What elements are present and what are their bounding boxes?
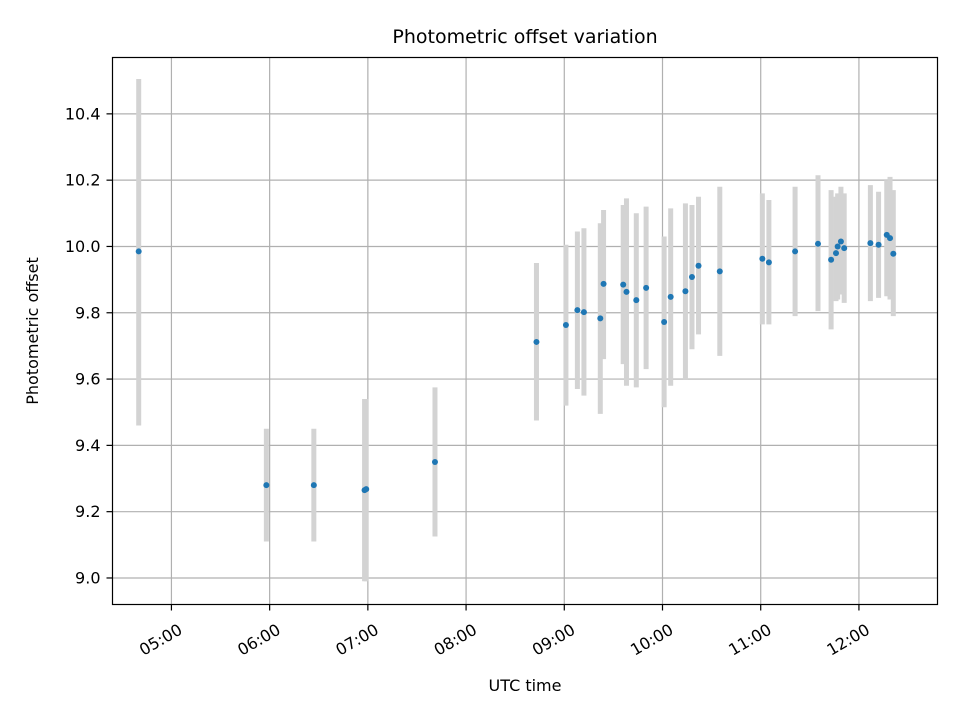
data-point [695,262,702,269]
data-point [431,458,438,465]
data-point [890,250,897,257]
x-axis-title: UTC time [489,676,562,695]
data-point [716,268,723,275]
data-point [643,284,650,291]
data-point [867,240,874,247]
y-tick-label: 9.4 [75,436,100,455]
chart-title: Photometric offset variation [392,26,657,48]
y-tick-label: 9.8 [75,303,100,322]
data-point [887,235,894,242]
data-point [580,309,587,316]
data-point [597,315,604,322]
data-point [574,307,581,314]
data-point [623,288,630,295]
y-tick-label: 10.4 [65,104,101,123]
y-tick-label: 10.0 [65,237,101,256]
data-point [661,319,668,326]
data-point [688,273,695,280]
data-point [828,256,835,263]
data-point [682,288,689,295]
data-point [792,248,799,255]
data-point [815,240,822,247]
data-point [765,259,772,266]
plot-frame [111,56,939,606]
y-axis-title: Photometric offset [23,257,42,405]
data-point [759,255,766,262]
y-tick-label: 10.2 [65,171,101,190]
data-point [135,248,142,255]
data-point [263,482,270,489]
data-point [875,241,882,248]
data-points [135,231,897,494]
data-point [667,293,674,300]
data-point [363,486,370,493]
data-point [633,297,640,304]
data-point [620,281,627,288]
y-tick-label: 9.0 [75,568,100,587]
y-axis: 9.0 9.2 9.4 9.6 9.8 10.0 10.2 10.4 [65,104,113,587]
data-point [533,338,540,345]
data-point [310,482,317,489]
data-point [841,245,848,252]
data-point [837,238,844,245]
data-point [833,250,840,257]
data-point [600,280,607,287]
y-tick-label: 9.6 [75,370,100,389]
data-point [562,322,569,329]
data-point [834,243,841,250]
y-tick-label: 9.2 [75,502,100,521]
